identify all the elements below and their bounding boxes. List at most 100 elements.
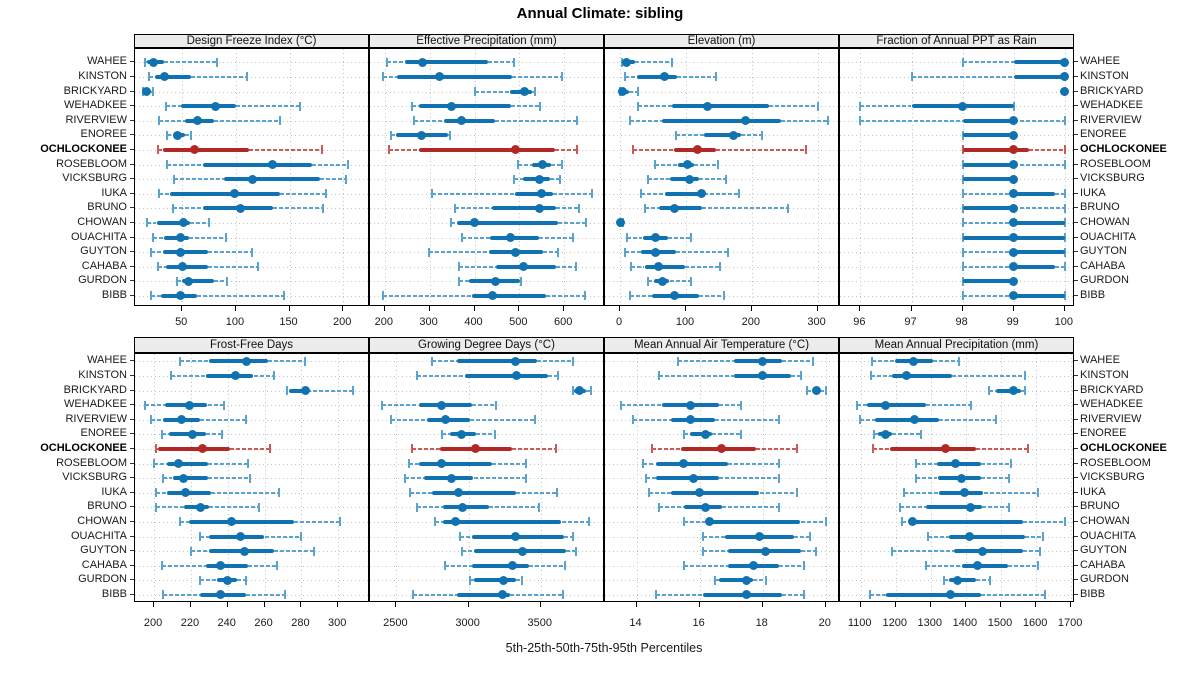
x-axis-tick-label: 96 <box>853 316 866 328</box>
y-axis-tick-left <box>130 221 134 223</box>
site-label-left-ochlockonee: OCHLOCKONEE <box>40 142 127 155</box>
whisker-cap-5th <box>434 517 437 527</box>
median-dot <box>740 116 750 126</box>
y-axis-tick-right <box>1074 134 1078 136</box>
median-dot <box>728 130 738 140</box>
whisker-cap-95th <box>714 72 717 82</box>
bar-25th-75th <box>1013 191 1055 196</box>
x-axis-tick <box>473 306 475 311</box>
site-label-left-wehadkee: WEHADKEE <box>64 398 127 411</box>
whisker-cap-5th <box>175 276 178 286</box>
whisker-cap-95th <box>304 356 306 366</box>
whisker-cap-5th <box>407 459 410 468</box>
row-gridline <box>840 193 1073 195</box>
whisker-75th-95th <box>983 491 1039 494</box>
bar-25th-75th <box>949 578 976 583</box>
median-dot <box>651 247 661 257</box>
site-label-right-bruno: BRUNO <box>1080 201 1120 214</box>
bar-25th-75th <box>472 563 530 568</box>
whisker-cap-95th <box>1027 444 1029 454</box>
whisker-cap-95th <box>1008 473 1011 483</box>
whisker-cap-5th <box>961 57 964 67</box>
row-gridline <box>605 91 838 93</box>
row-gridline <box>370 135 603 137</box>
whisker-cap-95th <box>575 145 578 155</box>
site-label-right-enoree: ENOREE <box>1080 128 1127 141</box>
whisker-cap-5th <box>189 546 192 556</box>
whisker-5th-25th <box>962 294 1014 297</box>
whisker-cap-5th <box>457 276 460 286</box>
row-gridline <box>840 164 1073 166</box>
bar-25th-75th <box>167 461 208 466</box>
row-gridline <box>840 252 1073 254</box>
row-gridline <box>840 237 1073 239</box>
whisker-5th-25th <box>173 178 224 181</box>
whisker-cap-5th <box>171 203 174 213</box>
whisker-cap-95th <box>272 371 275 381</box>
panel-4 <box>839 48 1074 306</box>
x-axis-tick <box>428 306 430 311</box>
whisker-cap-95th <box>809 532 811 541</box>
whisker-5th-25th <box>161 433 169 436</box>
whisker-75th-95th <box>699 178 726 181</box>
median-dot <box>497 590 507 600</box>
whisker-cap-5th <box>903 488 906 498</box>
x-axis-tick <box>824 602 826 607</box>
whisker-75th-95th <box>768 105 818 108</box>
x-axis-tick <box>226 602 228 607</box>
whisker-cap-5th <box>415 371 418 381</box>
whisker-cap-95th <box>269 444 272 454</box>
x-axis-tick-label: 98 <box>955 316 968 328</box>
whisker-5th-25th <box>163 593 201 596</box>
bar-25th-75th <box>224 177 320 182</box>
whisker-cap-95th <box>719 262 722 272</box>
whisker-cap-5th <box>855 400 858 410</box>
whisker-75th-95th <box>211 491 280 494</box>
whisker-5th-25th <box>413 593 457 596</box>
site-label-left-riverview: RIVERVIEW <box>65 412 127 425</box>
whisker-cap-5th <box>410 444 413 454</box>
whisker-cap-5th <box>408 488 411 498</box>
whisker-cap-5th <box>647 174 650 184</box>
v-gridline <box>825 354 827 601</box>
bar-25th-75th <box>664 191 705 196</box>
v-gridline <box>860 49 862 305</box>
whisker-cap-5th <box>459 532 462 541</box>
whisker-5th-25th <box>637 105 673 108</box>
whisker-75th-95th <box>975 447 1028 450</box>
row-gridline <box>605 164 838 166</box>
whisker-cap-5th <box>640 189 643 199</box>
x-axis-tick-label: 300 <box>807 316 826 328</box>
whisker-5th-25th <box>962 265 1014 268</box>
whisker-cap-5th <box>450 218 453 228</box>
row-gridline <box>840 434 1073 436</box>
whisker-cap-95th <box>299 101 302 111</box>
y-axis-tick-right <box>1074 280 1078 282</box>
x-axis-tick <box>300 602 302 607</box>
whisker-cap-5th <box>643 203 646 213</box>
median-dot <box>693 145 703 155</box>
whisker-cap-5th <box>415 502 418 512</box>
whisker-cap-5th <box>143 57 146 67</box>
median-dot <box>761 546 771 556</box>
whisker-cap-5th <box>872 444 874 454</box>
site-label-left-kinston: KINSTON <box>78 368 127 381</box>
median-dot <box>653 262 663 272</box>
whisker-75th-95th <box>975 579 991 582</box>
whisker-5th-25th <box>620 404 662 407</box>
whisker-cap-95th <box>1063 218 1066 228</box>
median-dot <box>454 488 464 498</box>
whisker-cap-5th <box>868 590 871 600</box>
y-axis-tick-right <box>1074 389 1078 391</box>
whisker-75th-95th <box>550 163 563 166</box>
whisker-cap-95th <box>764 575 767 585</box>
site-label-right-bibb: BIBB <box>1080 288 1106 301</box>
site-label-right-guyton: GUYTON <box>1080 544 1127 557</box>
bar-25th-75th <box>1013 293 1065 298</box>
whisker-cap-5th <box>178 356 181 366</box>
y-axis-tick-left <box>130 360 134 362</box>
median-dot <box>977 546 987 556</box>
whisker-cap-95th <box>1041 532 1044 541</box>
whisker-75th-95th <box>510 593 563 596</box>
median-dot <box>179 473 189 483</box>
